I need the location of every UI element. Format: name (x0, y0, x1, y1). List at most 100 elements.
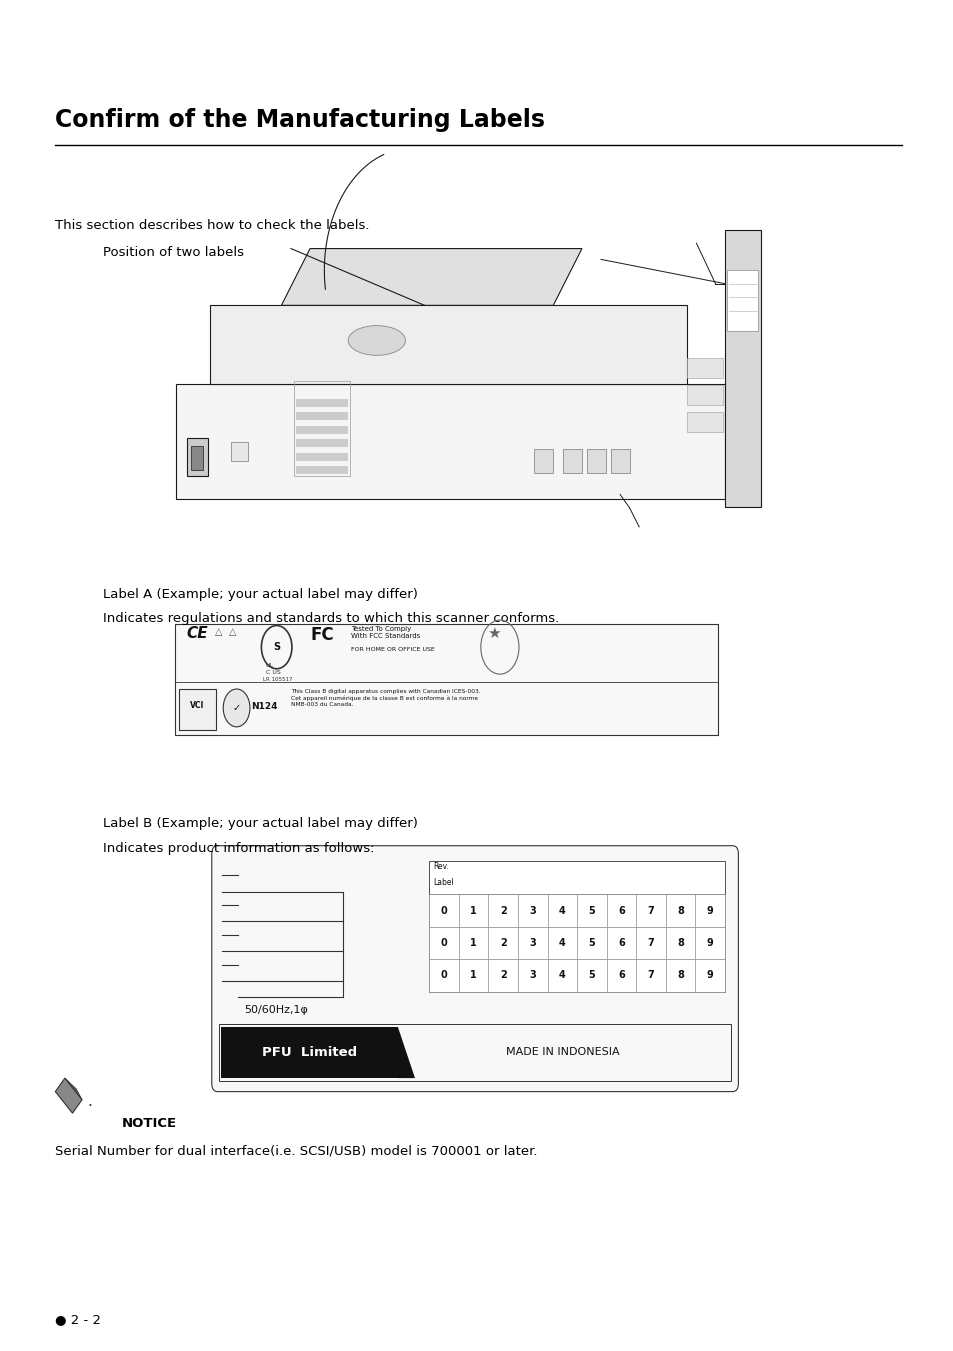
Text: 4: 4 (558, 905, 565, 916)
Text: 9: 9 (706, 905, 713, 916)
Text: 4: 4 (558, 938, 565, 948)
Bar (429, 894, 458, 927)
Bar (488, 894, 517, 927)
Bar (458, 894, 488, 927)
Text: 4: 4 (558, 970, 565, 981)
Bar (610, 449, 629, 473)
Text: This section describes how to check the labels.: This section describes how to check the … (55, 219, 370, 232)
Bar (726, 270, 758, 331)
Bar (517, 927, 547, 959)
Text: △: △ (229, 627, 236, 636)
Text: 3: 3 (529, 905, 536, 916)
Text: Confirm of the Manufacturing Labels: Confirm of the Manufacturing Labels (55, 108, 545, 132)
Text: Position of two labels: Position of two labels (103, 246, 244, 259)
Bar (488, 927, 517, 959)
Bar (295, 412, 348, 420)
Text: Label A (Example; your actual label may differ): Label A (Example; your actual label may … (103, 588, 417, 601)
Bar (219, 1024, 730, 1081)
Text: 8: 8 (677, 905, 683, 916)
Bar (179, 689, 215, 730)
Bar (174, 624, 718, 735)
Text: 5: 5 (588, 938, 595, 948)
Bar (636, 894, 665, 927)
Bar (210, 305, 686, 384)
Bar (295, 453, 348, 461)
Text: 7: 7 (647, 938, 654, 948)
Bar (686, 358, 722, 378)
Text: 6: 6 (618, 970, 624, 981)
Text: 1: 1 (470, 938, 476, 948)
Bar (191, 446, 203, 470)
Text: 1: 1 (470, 905, 476, 916)
Text: △: △ (214, 627, 222, 636)
Ellipse shape (348, 326, 405, 355)
Bar (577, 894, 606, 927)
Bar (577, 959, 606, 992)
Text: 5: 5 (588, 970, 595, 981)
Bar (429, 927, 724, 959)
Text: 2: 2 (499, 938, 506, 948)
Polygon shape (65, 1078, 82, 1100)
Text: 0: 0 (440, 905, 447, 916)
Text: Rev.: Rev. (433, 862, 449, 871)
Text: N124: N124 (251, 703, 277, 711)
Bar (695, 959, 724, 992)
Bar (724, 230, 760, 507)
Text: Label: Label (433, 878, 454, 888)
Bar (606, 959, 636, 992)
Text: PFU  Limited: PFU Limited (262, 1046, 356, 1059)
Bar (429, 959, 724, 992)
Text: 3: 3 (529, 938, 536, 948)
Bar (295, 466, 348, 474)
Text: C US: C US (266, 670, 280, 676)
Text: 6: 6 (618, 938, 624, 948)
Text: 0: 0 (440, 970, 447, 981)
Text: 2: 2 (499, 905, 506, 916)
Text: S: S (273, 642, 280, 653)
Text: CE: CE (186, 626, 208, 640)
Bar (295, 426, 348, 434)
Text: Label B (Example; your actual label may differ): Label B (Example; your actual label may … (103, 817, 417, 831)
Text: 1: 1 (470, 970, 476, 981)
Text: Tested To Comply
With FCC Standards: Tested To Comply With FCC Standards (351, 626, 420, 639)
Bar (695, 927, 724, 959)
Text: 7: 7 (647, 970, 654, 981)
Bar (231, 442, 248, 461)
FancyBboxPatch shape (212, 846, 738, 1092)
Polygon shape (397, 1027, 415, 1078)
Text: UL: UL (265, 663, 273, 669)
Text: 9: 9 (706, 938, 713, 948)
Bar (665, 894, 695, 927)
Text: 8: 8 (677, 938, 683, 948)
Bar (517, 894, 547, 927)
Text: 0: 0 (440, 938, 447, 948)
Bar (547, 959, 577, 992)
Text: 8: 8 (677, 970, 683, 981)
Bar (547, 927, 577, 959)
Text: ★: ★ (486, 626, 499, 640)
Text: MADE IN INDONESIA: MADE IN INDONESIA (505, 1047, 619, 1058)
Bar (547, 894, 577, 927)
Bar (534, 449, 553, 473)
Bar (517, 959, 547, 992)
Bar (458, 927, 488, 959)
Text: 5: 5 (588, 905, 595, 916)
Text: ✓: ✓ (233, 703, 240, 713)
Bar (562, 449, 581, 473)
Bar (429, 894, 724, 927)
Bar (577, 927, 606, 959)
Text: Indicates product information as follows:: Indicates product information as follows… (103, 842, 375, 855)
Bar (636, 959, 665, 992)
Text: FOR HOME OR OFFICE USE: FOR HOME OR OFFICE USE (351, 647, 435, 653)
Bar (686, 412, 722, 432)
Text: This Class B digital apparatus complies with Canadian ICES-003.
Cet appareil num: This Class B digital apparatus complies … (291, 689, 480, 707)
Text: .: . (88, 1094, 92, 1109)
Text: Serial Number for dual interface(i.e. SCSI/USB) model is 700001 or later.: Serial Number for dual interface(i.e. SC… (55, 1144, 537, 1158)
Bar (294, 381, 350, 476)
Polygon shape (281, 249, 581, 305)
Bar (665, 959, 695, 992)
Text: VCI: VCI (190, 701, 205, 709)
Bar (586, 449, 605, 473)
Text: 50/60Hz,1φ: 50/60Hz,1φ (244, 1005, 308, 1015)
Bar (488, 959, 517, 992)
